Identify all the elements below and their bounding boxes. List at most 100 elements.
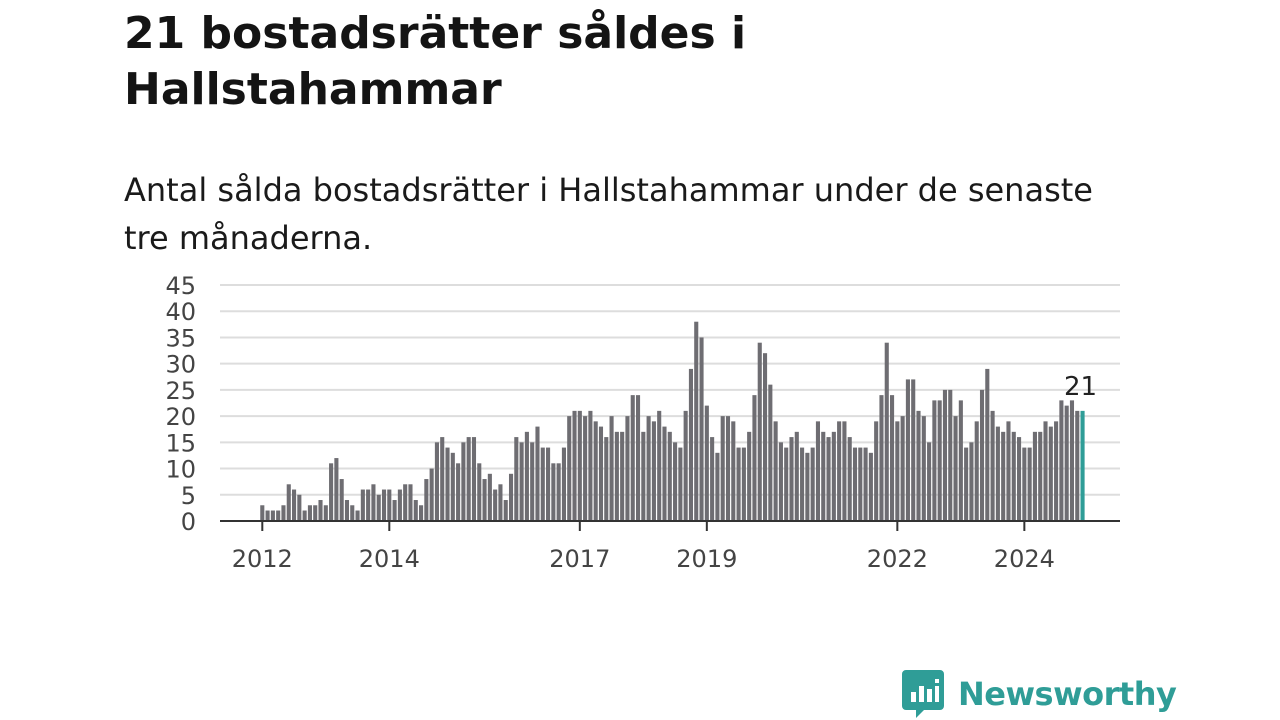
bar [911, 379, 916, 521]
bar [847, 437, 852, 521]
bar [614, 431, 619, 521]
bar [572, 410, 577, 521]
bar [678, 447, 683, 521]
x-axis: 2012 2014 2017 2019 2022 2024 [220, 520, 1120, 573]
bar [704, 405, 709, 521]
bar [276, 510, 281, 521]
bar [927, 442, 932, 521]
bar [424, 479, 429, 521]
bar [879, 395, 884, 521]
bar [281, 505, 286, 521]
bar [456, 463, 461, 521]
bar [286, 484, 291, 521]
bar-chart-speech-bubble-icon [902, 670, 944, 718]
bar [604, 437, 609, 521]
bar [376, 494, 381, 521]
bar [784, 447, 789, 521]
bar [329, 463, 334, 521]
bar [831, 431, 836, 521]
bar [403, 484, 408, 521]
bar [837, 421, 842, 521]
bar [673, 442, 678, 521]
bar [990, 410, 995, 521]
bar [995, 426, 1000, 521]
bar [953, 416, 958, 521]
bar [318, 500, 323, 521]
bar [397, 489, 402, 521]
bar [715, 452, 720, 521]
bar [651, 421, 656, 521]
bar [964, 447, 969, 521]
bar [366, 489, 371, 521]
bar [773, 421, 778, 521]
x-tick-label: 2019 [676, 545, 737, 573]
bar [805, 452, 810, 521]
bar [1022, 447, 1027, 521]
bar [508, 473, 514, 521]
bar [1059, 400, 1064, 521]
bar [858, 447, 863, 521]
bar [445, 447, 450, 521]
y-tick-label: 45 [165, 272, 196, 300]
bar [498, 484, 503, 521]
bar [937, 400, 942, 521]
bar [535, 426, 540, 521]
bar [1027, 447, 1032, 521]
bar [413, 500, 418, 521]
bar [699, 337, 704, 521]
bar [826, 437, 831, 521]
bar [635, 395, 641, 521]
bar [725, 416, 731, 521]
bar [662, 426, 667, 521]
bar [551, 463, 556, 521]
chart-title: 21 bostadsrätter såldes i Hallstahammar [124, 8, 747, 115]
bar [429, 468, 434, 521]
bar [477, 463, 482, 521]
bar [778, 442, 783, 521]
bars [260, 321, 1085, 521]
bar [503, 500, 508, 521]
bar [905, 379, 910, 521]
bar [419, 505, 424, 521]
bar [313, 505, 318, 521]
brand-logo[interactable]: Newsworthy [902, 670, 1177, 718]
bar [630, 395, 635, 521]
bar [434, 442, 439, 521]
bar [667, 431, 672, 521]
bar [307, 505, 312, 521]
bar [768, 384, 773, 521]
bar [731, 421, 736, 521]
bar [408, 484, 413, 521]
y-tick-label: 40 [165, 298, 196, 326]
bar [371, 484, 376, 521]
bar [736, 447, 741, 521]
bar [493, 489, 498, 521]
bar [1017, 437, 1022, 521]
data-labels: 21 [1064, 372, 1097, 402]
bar [1054, 421, 1059, 521]
bar [355, 510, 360, 521]
bar [297, 494, 302, 521]
bar [810, 447, 815, 521]
bar [916, 410, 921, 521]
bar [1069, 400, 1075, 521]
bar [471, 437, 477, 521]
x-tick-label: 2012 [232, 545, 293, 573]
bar [260, 505, 265, 521]
bar [895, 421, 900, 521]
bar [344, 500, 350, 521]
y-tick-label: 35 [165, 324, 196, 352]
bar [461, 442, 466, 521]
bar [292, 489, 297, 521]
bar [350, 505, 355, 521]
bar [741, 447, 746, 521]
bar [265, 510, 270, 521]
y-tick-label: 30 [165, 351, 196, 379]
bar [683, 410, 688, 521]
x-tick-label: 2022 [867, 545, 928, 573]
bar [524, 431, 529, 521]
bar [942, 389, 948, 521]
bar [958, 400, 963, 521]
bar [789, 437, 794, 521]
bar [800, 447, 805, 521]
